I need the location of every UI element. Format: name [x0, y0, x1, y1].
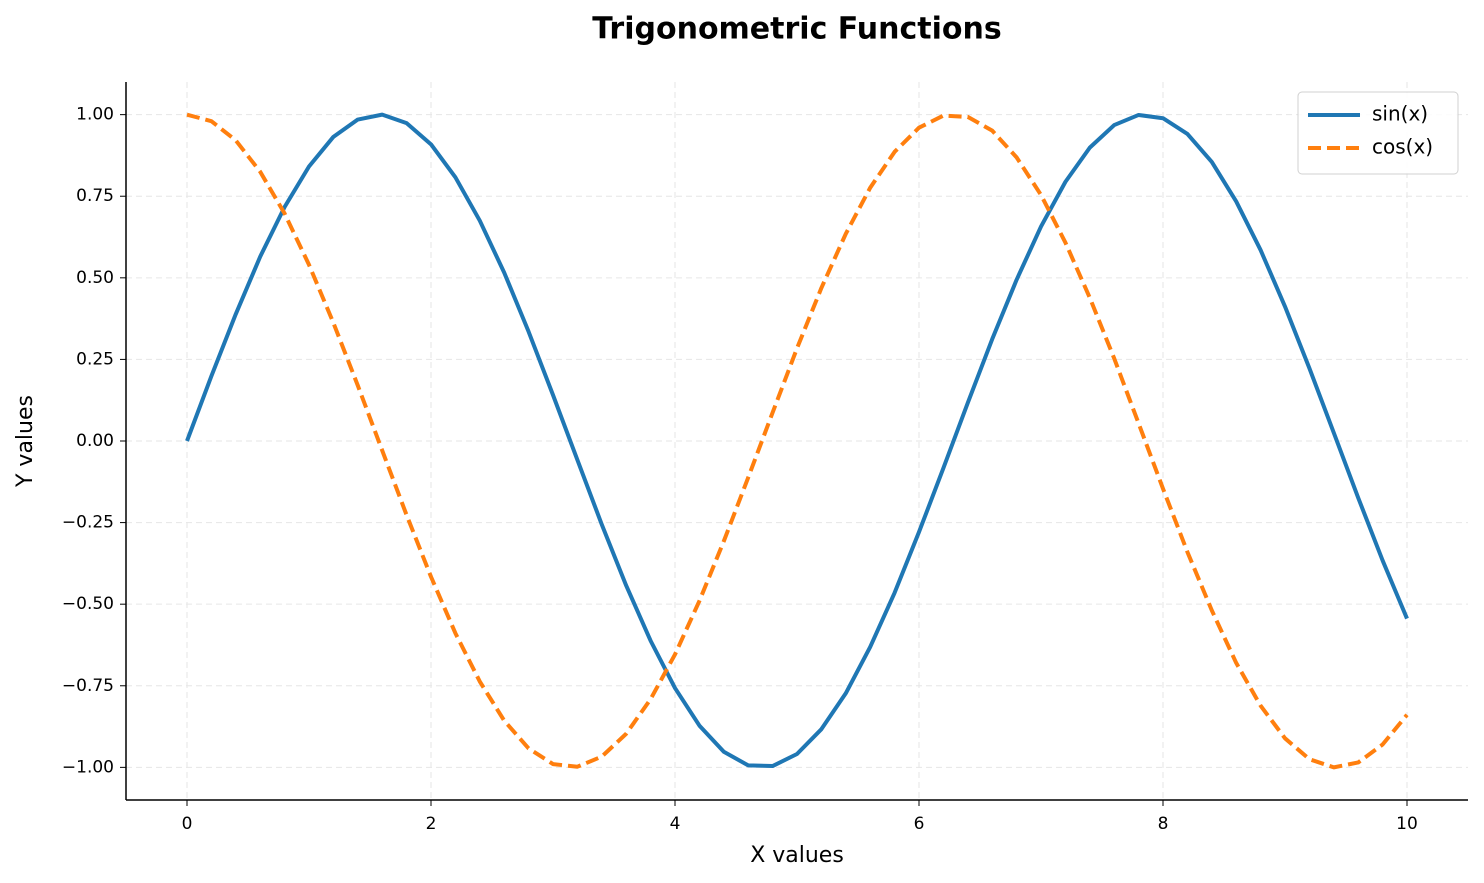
y-tick-label: 0.25	[76, 349, 114, 369]
x-tick-label: 4	[670, 814, 681, 834]
legend-box	[1297, 91, 1459, 175]
chart-title: Trigonometric Functions	[592, 12, 1002, 47]
x-tick-label: 0	[182, 814, 193, 834]
x-tick-label: 10	[1396, 814, 1418, 834]
y-tick-label: 0.00	[76, 431, 114, 451]
y-tick-label: 1.00	[76, 105, 114, 125]
legend-label: cos(x)	[1372, 135, 1433, 159]
y-tick-label: −1.00	[62, 757, 114, 777]
x-tick-label: 2	[426, 814, 437, 834]
y-axis-label: Y values	[13, 395, 38, 488]
y-tick-label: −0.25	[62, 513, 114, 533]
legend-label: sin(x)	[1372, 102, 1428, 126]
x-axis-label: X values	[750, 843, 844, 868]
y-tick-label: −0.50	[62, 594, 114, 614]
y-tick-label: 0.75	[76, 186, 114, 206]
line	[186, 112, 1409, 770]
line	[185, 112, 1409, 769]
x-tick-label: 6	[914, 814, 925, 834]
y-tick-label: 0.50	[76, 268, 114, 288]
y-tick-label: −0.75	[62, 676, 114, 696]
x-tick-label: 8	[1158, 814, 1169, 834]
